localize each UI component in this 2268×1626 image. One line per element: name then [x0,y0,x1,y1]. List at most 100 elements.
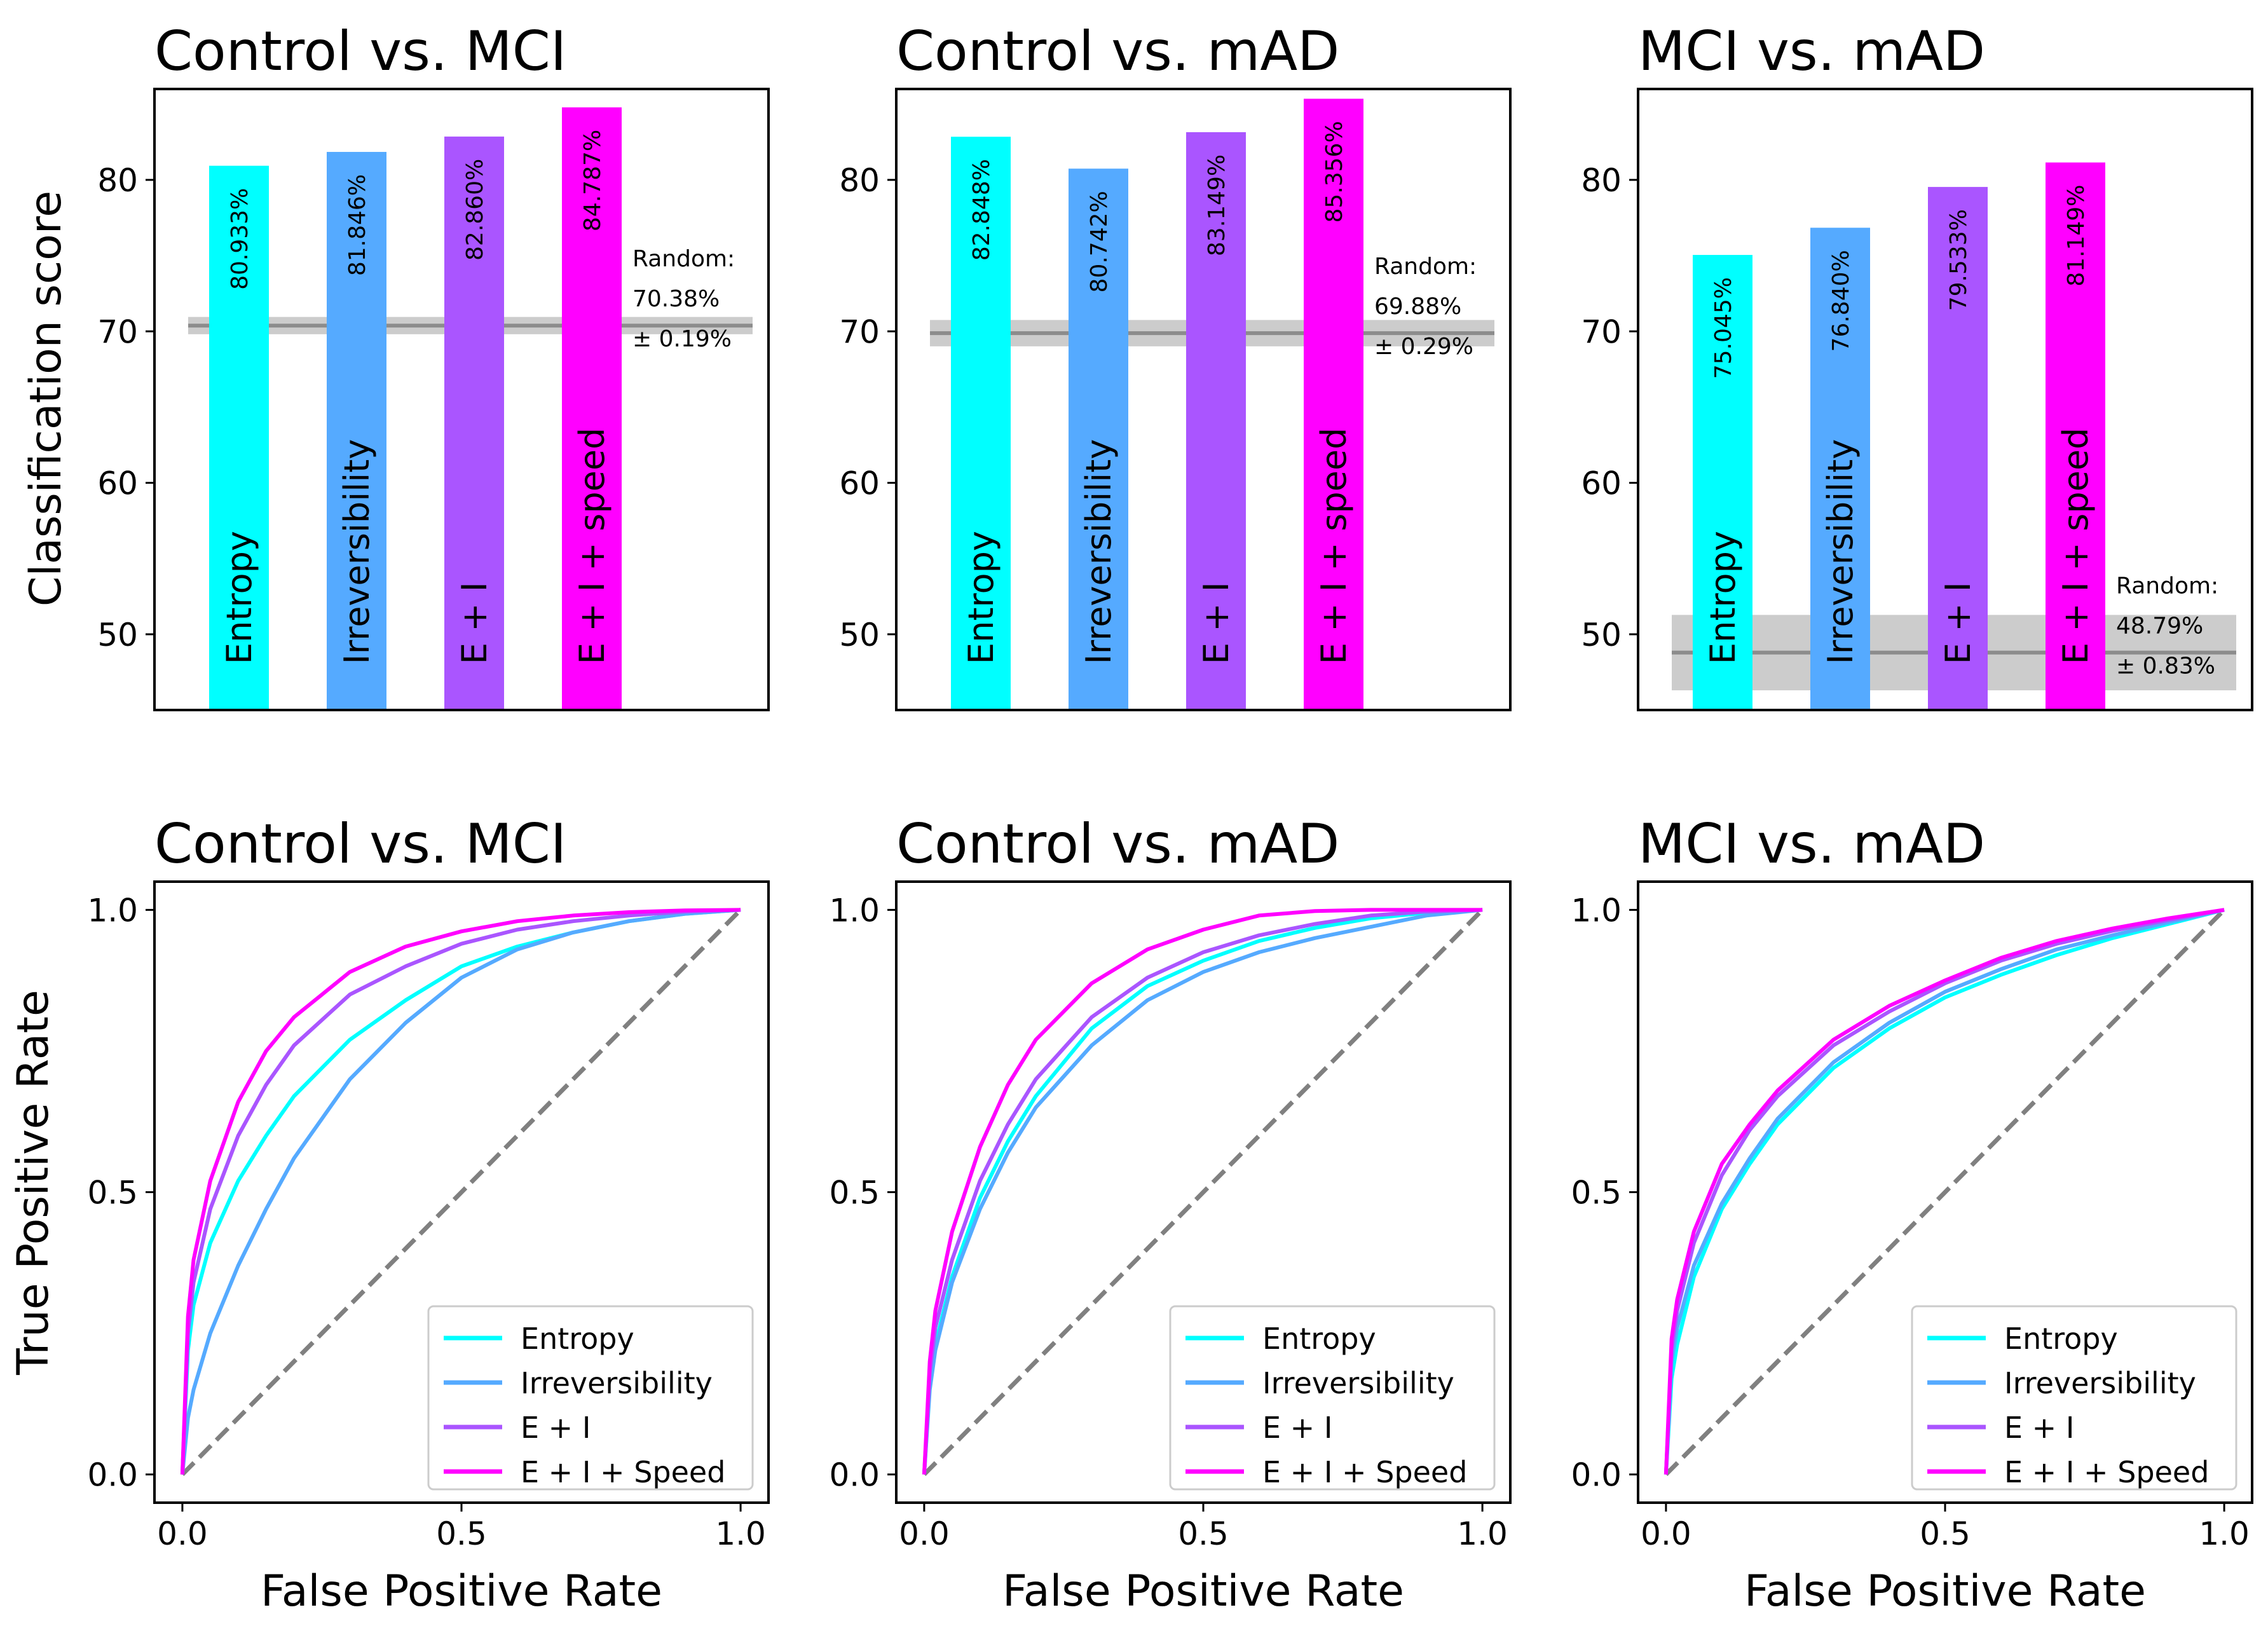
bar-2 [1928,187,1988,710]
bar-panel-title: Control vs. MCI [154,20,566,83]
bar-value-label-1: 80.742% [1086,191,1112,292]
y-tick-label: 1.0 [87,892,138,929]
x-tick-label: 1.0 [715,1515,766,1552]
bar-category-label-0: Entropy [961,531,1001,664]
roc-panel-title: MCI vs. mAD [1638,812,1985,876]
y-tick-label: 0.0 [829,1457,880,1494]
y-tick-label: 1.0 [1571,892,1622,929]
bar-category-label-1: Irreversibility [1821,439,1861,664]
x-axis-label: False Positive Rate [1744,1566,2146,1616]
roc-curve-3 [1663,908,2225,1475]
y-tick-label: 80 [839,162,880,199]
random-title-label: Random: [632,246,735,272]
top-row-ylabel: Classification score [21,191,71,606]
bar-panel-title: Control vs. mAD [896,20,1339,83]
y-tick-label: 70 [1581,313,1622,350]
y-tick-label: 70 [839,313,880,350]
random-value-label: 48.79% [2116,613,2203,639]
chance-diagonal-line [181,908,742,1477]
y-tick-label: 1.0 [829,892,880,929]
legend-label-1: Irreversibility [2004,1366,2196,1400]
bar-value-label-0: 82.848% [969,159,995,261]
random-title-label: Random: [1374,254,1477,280]
bar-axes-frame [1637,88,2253,711]
bar-0 [1693,255,1752,710]
bar-1 [1069,168,1128,710]
bar-2 [1186,132,1246,710]
roc-curve-1 [922,908,1483,1475]
bar-category-label-3: E + I + speed [2056,428,2096,664]
bar-value-label-2: 83.149% [1204,154,1230,256]
y-tick-label: 50 [1581,617,1622,653]
y-tick-label: 60 [97,465,138,502]
x-tick-label: 0.0 [1641,1515,1691,1552]
y-tick-label: 80 [1581,162,1622,199]
random-sd-label: ± 0.29% [1374,334,1473,360]
bar-3 [2046,162,2105,711]
roc-legend: Entropy Irreversibility E + I E + I + Speed [1911,1305,2237,1491]
roc-curve-2 [1663,908,2225,1475]
chance-diagonal-line [1664,908,2226,1477]
roc-curve-1 [1663,908,2225,1475]
bar-category-label-1: Irreversibility [337,439,377,664]
bar-value-label-2: 82.860% [462,159,488,261]
legend-label-2: E + I [1262,1411,1332,1445]
legend-box [1169,1305,1496,1491]
bar-0 [209,165,269,710]
bar-axes-frame [895,88,1512,711]
bottom-row-ylabel: True Positive Rate [8,990,58,1376]
roc-curve-3 [922,908,1483,1475]
x-axis-label: False Positive Rate [261,1566,662,1616]
bar-1 [1810,228,1870,710]
bar-value-label-3: 84.787% [580,130,606,231]
x-tick-label: 0.5 [436,1515,487,1552]
legend-label-0: Entropy [1262,1322,1376,1356]
bar-panel-0: Control vs. MCI 80.933% Entropy 81.846% Irre… [97,20,770,711]
legend-label-3: E + I + Speed [1262,1455,1467,1489]
bar-3 [562,107,622,710]
bar-0 [951,137,1011,710]
x-tick-label: 0.5 [1178,1515,1229,1552]
roc-legend: Entropy Irreversibility E + I E + I + Speed [1169,1305,1496,1491]
bar-3 [1304,99,1363,710]
bar-category-label-2: E + I [1196,582,1236,664]
bar-category-label-0: Entropy [219,531,259,664]
bar-value-label-0: 75.045% [1711,277,1737,379]
roc-curve-2 [180,908,741,1475]
legend-label-0: Entropy [521,1322,634,1356]
bar-value-label-1: 76.840% [1828,250,1854,352]
random-value-label: 70.38% [632,286,720,312]
random-title-label: Random: [2116,573,2218,599]
bar-value-label-3: 85.356% [1322,121,1348,222]
roc-curve-3 [180,908,741,1475]
bar-2 [444,136,504,710]
bar-category-label-0: Entropy [1703,531,1743,664]
y-tick-label: 0.0 [1571,1457,1622,1494]
bar-value-label-2: 79.533% [1946,209,1972,311]
roc-curve-2 [922,908,1483,1475]
bar-value-label-3: 81.149% [2063,185,2089,287]
y-tick-label: 50 [97,617,138,653]
bar-category-label-1: Irreversibility [1079,439,1119,664]
legend-label-3: E + I + Speed [2004,1455,2209,1489]
y-tick-label: 80 [97,162,138,199]
bar-category-label-2: E + I [1938,582,1978,664]
roc-curve-1 [180,908,741,1475]
chance-diagonal-line [922,908,1484,1477]
legend-label-0: Entropy [2004,1322,2118,1356]
bar-category-label-2: E + I [454,582,495,664]
roc-curve-0 [1663,908,2225,1475]
legend-box [427,1305,754,1491]
legend-label-3: E + I + Speed [521,1455,725,1489]
bar-value-label-0: 80.933% [227,188,253,290]
legend-label-1: Irreversibility [521,1366,713,1400]
x-tick-label: 1.0 [1457,1515,1508,1552]
legend-label-2: E + I [2004,1411,2074,1445]
x-tick-label: 0.5 [1920,1515,1971,1552]
bar-axes-frame [153,88,770,711]
y-tick-label: 0.5 [1571,1175,1622,1212]
bar-1 [327,151,386,710]
y-tick-label: 50 [839,617,880,653]
x-tick-label: 0.0 [899,1515,950,1552]
